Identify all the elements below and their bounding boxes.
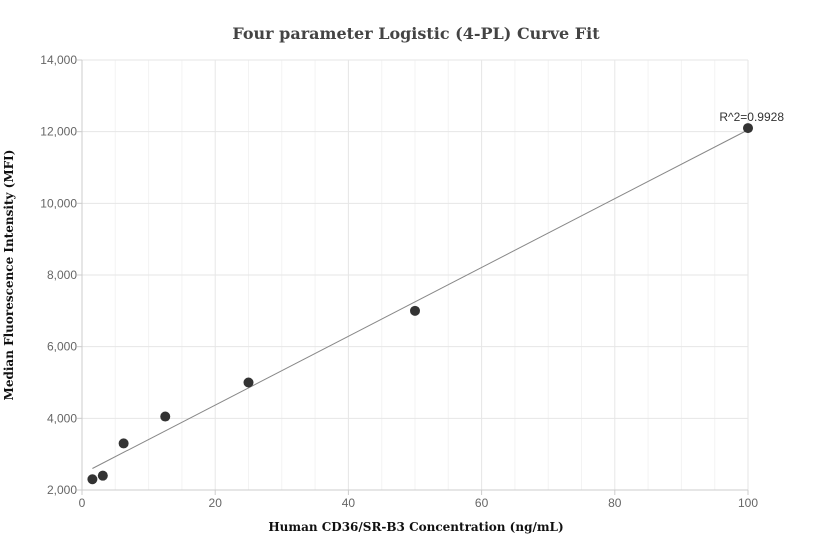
data-point (410, 305, 420, 316)
fit-curve (92, 129, 749, 469)
y-tick-label: 8,000 (47, 268, 77, 282)
x-tick-label: 80 (608, 496, 622, 510)
data-point (743, 123, 753, 134)
fit-curve-group (92, 129, 749, 469)
data-point (87, 474, 98, 485)
y-tick-label: 2,000 (47, 483, 77, 497)
major-gridlines (82, 59, 749, 490)
chart-title: Four parameter Logistic (4-PL) Curve Fit (232, 24, 600, 43)
y-axis-title: Median Fluorescence Intensity (MFI) (2, 150, 16, 401)
x-tick-label: 100 (738, 496, 758, 510)
data-point (118, 438, 129, 449)
x-tick-label: 40 (342, 496, 356, 510)
r-squared-annotation: R^2=0.9928 (719, 110, 784, 124)
data-point (97, 470, 108, 481)
data-point (243, 377, 254, 388)
x-axis-ticks: 0 20 40 60 80 100 (79, 490, 758, 510)
y-axis-ticks: 2,000 4,000 6,000 8,000 10,000 12,000 14,000 (40, 53, 82, 497)
x-tick-label: 0 (79, 496, 86, 510)
x-tick-label: 60 (475, 496, 489, 510)
y-tick-label: 14,000 (40, 53, 77, 67)
x-axis-title: Human CD36/SR-B3 Concentration (ng/mL) (268, 520, 563, 534)
data-point (160, 411, 171, 422)
y-tick-label: 4,000 (47, 411, 77, 425)
y-tick-label: 10,000 (40, 196, 77, 210)
data-points (87, 123, 753, 485)
x-tick-label: 20 (209, 496, 223, 510)
y-tick-label: 12,000 (40, 125, 77, 139)
y-tick-label: 6,000 (47, 340, 77, 354)
